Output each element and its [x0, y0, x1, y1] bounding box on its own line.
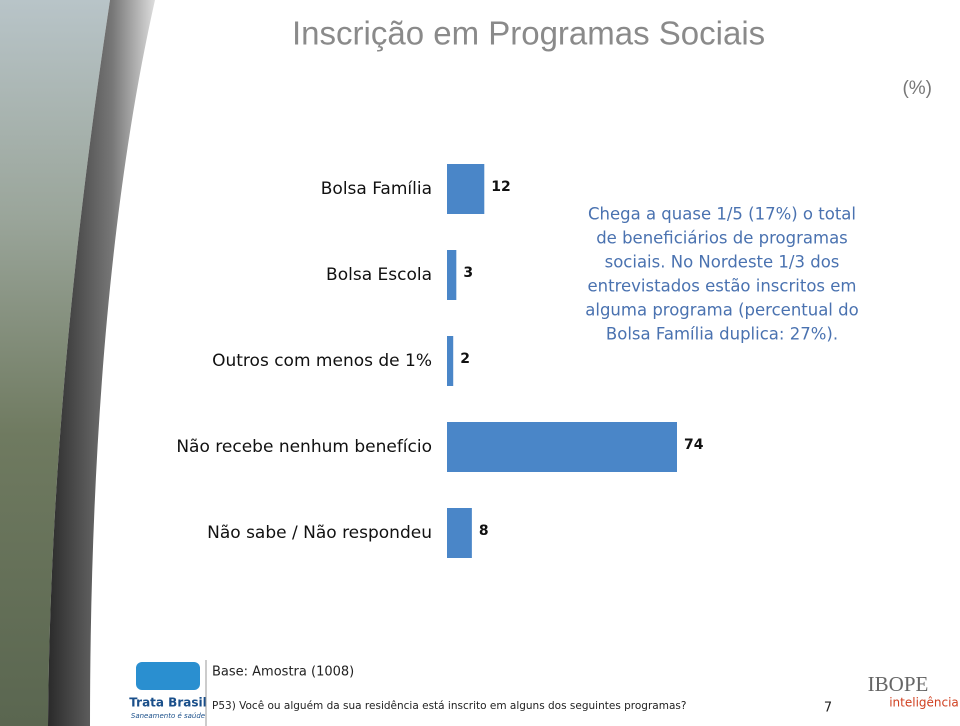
logo-text: Trata Brasil	[129, 696, 206, 710]
value-label: 12	[491, 179, 510, 195]
unit-label: (%)	[902, 78, 932, 99]
category-label: Bolsa Família	[321, 179, 432, 199]
bar	[447, 250, 457, 300]
logo-right-tagline: inteligência	[889, 696, 959, 710]
bar	[447, 508, 472, 558]
logo-left: Trata Brasil Saneamento é saúde	[129, 662, 207, 720]
logo-tagline: Saneamento é saúde	[131, 712, 205, 720]
value-label: 2	[460, 351, 470, 367]
annotation-line: alguma programa (percentual do	[585, 301, 858, 320]
annotation: Chega a quase 1/5 (17%) o total de benefi…	[585, 205, 858, 344]
annotation-line: de beneficiários de programas	[596, 229, 848, 248]
bar	[447, 422, 677, 472]
value-label: 8	[479, 523, 489, 539]
plot: Bolsa Família 12 Bolsa Escola 3 Outros com m…	[176, 164, 704, 558]
swoosh	[48, 0, 155, 726]
annotation-line: Chega a quase 1/5 (17%) o total	[588, 205, 856, 224]
value-label: 3	[463, 265, 473, 281]
bar	[447, 164, 485, 214]
annotation-line: entrevistados estão inscritos em	[588, 277, 857, 296]
background-photo	[0, 0, 110, 726]
base-note: Base: Amostra (1008)	[212, 665, 354, 680]
logo-icon	[136, 662, 200, 690]
logo-right: IBOPE	[868, 672, 929, 696]
category-label: Não sabe / Não respondeu	[207, 523, 432, 543]
category-label: Bolsa Escola	[326, 265, 432, 285]
value-label: 74	[684, 437, 704, 453]
page-number: 7	[824, 701, 832, 716]
category-label: Não recebe nenhum benefício	[176, 437, 432, 457]
question-note: P53) Você ou alguém da sua residência es…	[212, 700, 686, 712]
annotation-line: sociais. No Nordeste 1/3 dos	[605, 253, 840, 272]
category-label: Outros com menos de 1%	[212, 351, 432, 371]
title: Inscrição em Programas Sociais	[292, 15, 765, 52]
annotation-line: Bolsa Família duplica: 27%).	[606, 325, 838, 344]
bar	[447, 336, 454, 386]
